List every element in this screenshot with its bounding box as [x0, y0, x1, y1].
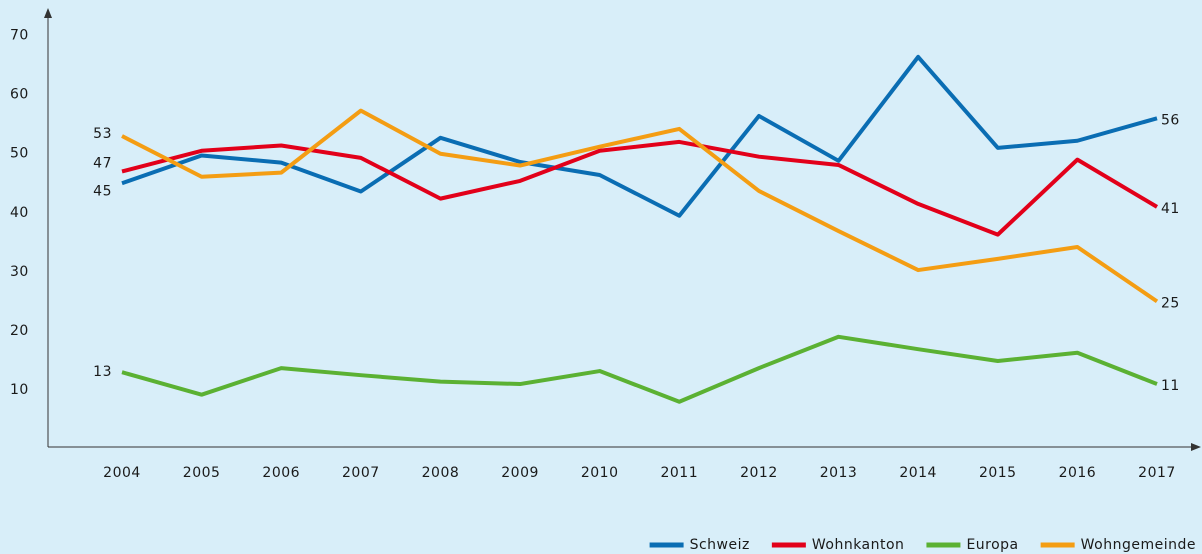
y-tick-label: 60: [10, 87, 29, 103]
y-tick-label: 40: [10, 205, 29, 221]
line: [121, 108, 1159, 304]
x-tick-label: 2005: [183, 465, 221, 481]
y-tick-label: 50: [10, 146, 29, 162]
x-tick-label: 2010: [581, 465, 619, 481]
data-label: 53: [93, 126, 112, 142]
x-axis-arrow: [1191, 443, 1201, 451]
y-tick-label: 70: [10, 28, 29, 44]
y-tick-label: 20: [10, 323, 29, 339]
x-tick-label: 2016: [1059, 465, 1097, 481]
data-label: 56: [1161, 112, 1180, 128]
y-tick-label: 10: [10, 382, 29, 398]
line: [121, 139, 1159, 237]
y-tick-label: 30: [10, 264, 29, 280]
legend-label: Europa: [966, 537, 1018, 553]
legend-label: Wohngemeinde: [1081, 537, 1196, 553]
x-tick-label: 2008: [422, 465, 460, 481]
x-tick-label: 2015: [979, 465, 1017, 481]
line: [121, 54, 1158, 218]
x-tick-label: 2009: [501, 465, 539, 481]
data-label: 41: [1161, 201, 1180, 217]
line: [121, 334, 1158, 404]
x-tick-label: 2013: [820, 465, 858, 481]
data-label: 45: [93, 183, 112, 199]
x-tick-label: 2011: [660, 465, 698, 481]
x-tick-label: 2004: [103, 465, 141, 481]
x-tick-label: 2014: [899, 465, 937, 481]
data-label: 25: [1161, 295, 1180, 311]
x-tick-label: 2006: [262, 465, 300, 481]
data-label: 13: [93, 364, 112, 380]
x-tick-label: 2007: [342, 465, 380, 481]
legend-label: Wohnkanton: [812, 537, 905, 553]
x-tick-label: 2017: [1138, 465, 1176, 481]
data-label: 47: [93, 155, 112, 171]
data-label: 11: [1161, 378, 1180, 394]
y-axis-arrow: [44, 8, 52, 18]
x-tick-label: 2012: [740, 465, 778, 481]
legend-label: Schweiz: [690, 537, 750, 553]
